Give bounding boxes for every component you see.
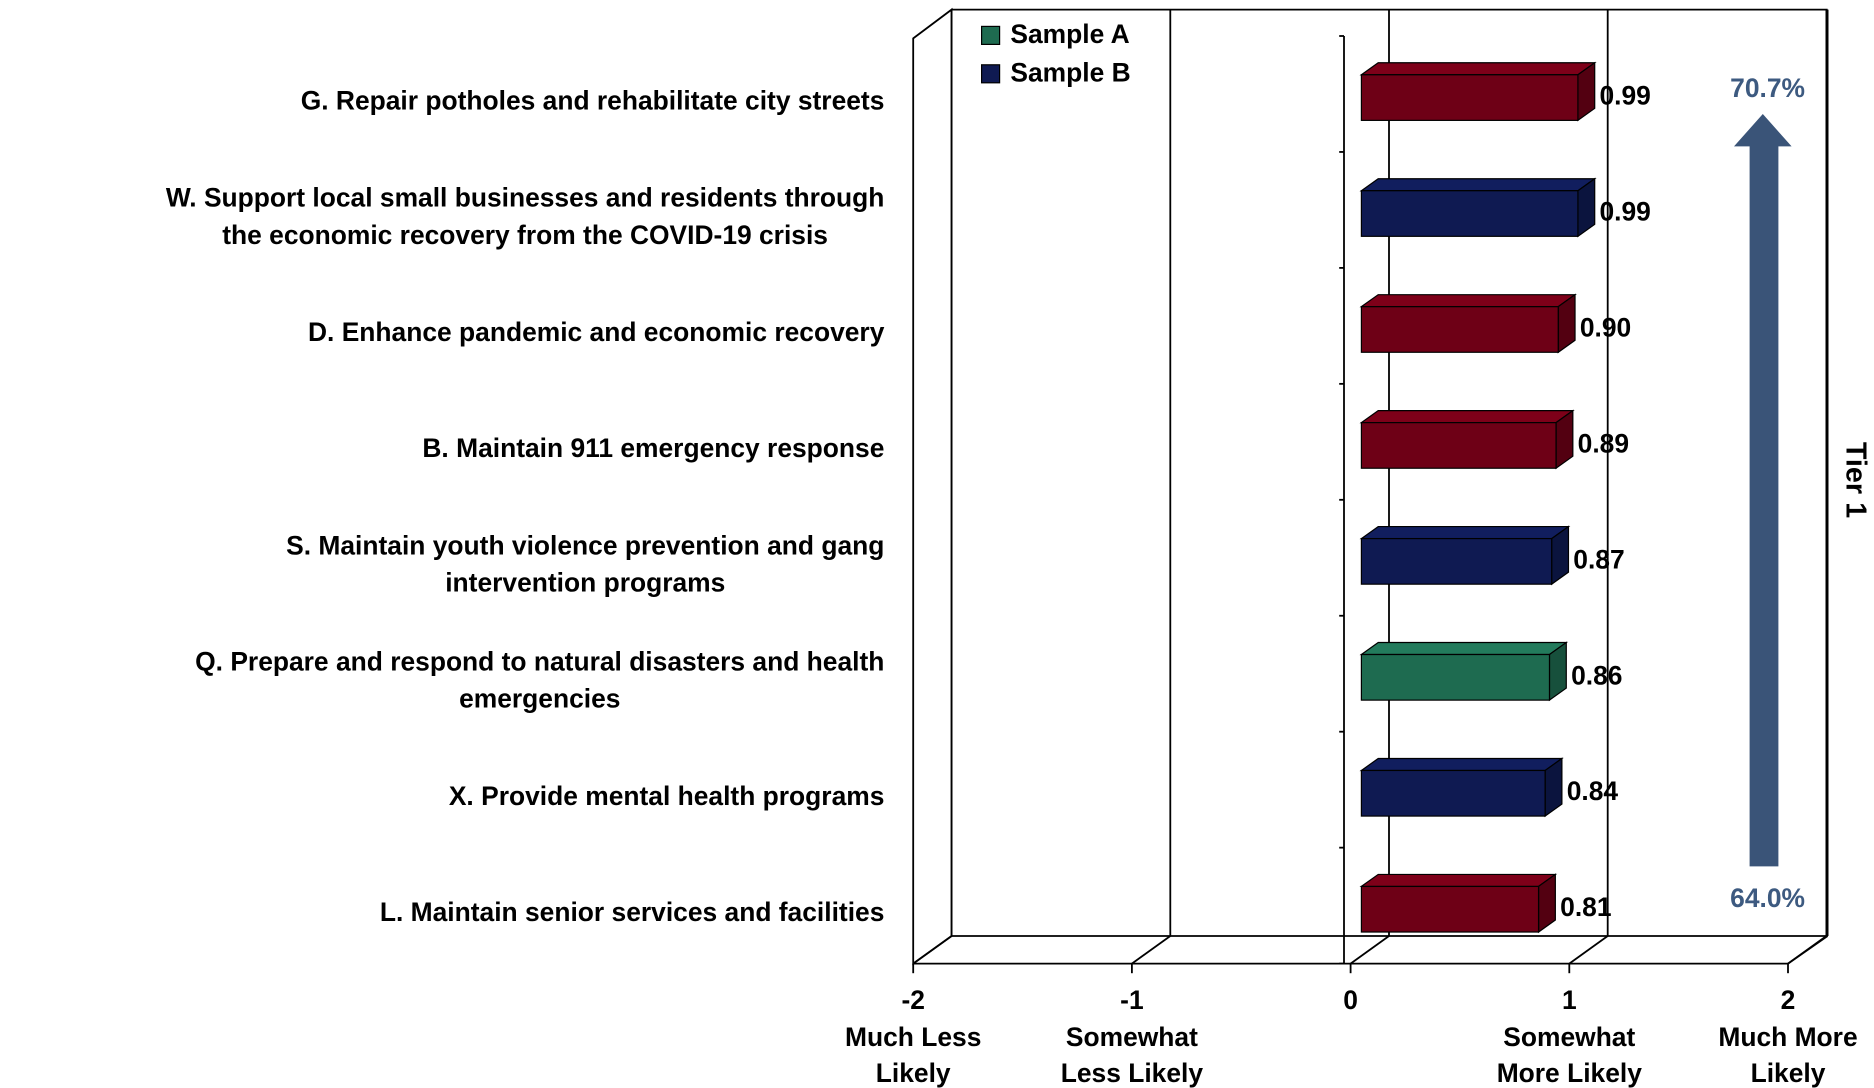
bar-front xyxy=(1360,190,1579,237)
x-tick-caption: Less Likely xyxy=(1061,1058,1204,1088)
bar-top xyxy=(1359,294,1577,308)
category-label: D. Enhance pandemic and economic recover… xyxy=(308,317,885,347)
bar xyxy=(1359,409,1575,470)
category-label: emergencies xyxy=(459,684,620,714)
x-tick-label: 0 xyxy=(1343,985,1358,1015)
category-label: the economic recovery from the COVID-19 … xyxy=(222,220,828,250)
x-tick-caption: Somewhat xyxy=(1503,1022,1635,1052)
bar-front xyxy=(1360,769,1546,817)
value-label: 0.90 xyxy=(1580,312,1631,342)
tier-label: Tier 1 xyxy=(1839,442,1871,518)
floor-tick xyxy=(912,935,953,965)
bar-front xyxy=(1360,74,1579,121)
x-tick-caption: Likely xyxy=(1751,1058,1826,1088)
category-label: Q. Prepare and respond to natural disast… xyxy=(195,646,884,676)
legend-label: Sample A xyxy=(1010,19,1129,49)
bar-top xyxy=(1359,178,1597,192)
plot: 70.7% 64.0% Tier 1 -2 Much Less Likely -1 So… xyxy=(166,7,1871,1088)
category-label: X. Provide mental health programs xyxy=(449,781,885,811)
annotation-bottom: 64.0% xyxy=(1730,883,1805,913)
bar xyxy=(1359,293,1577,354)
bar-top xyxy=(1359,410,1575,424)
value-label: 0.87 xyxy=(1573,544,1624,574)
category-label: S. Maintain youth violence prevention an… xyxy=(286,531,884,561)
category-label: L. Maintain senior services and faciliti… xyxy=(380,897,885,927)
category-label: G. Repair potholes and rehabilitate city… xyxy=(301,85,885,115)
floor-tick xyxy=(1350,935,1390,965)
left-wall xyxy=(912,7,953,966)
x-tick-label: 2 xyxy=(1781,985,1796,1015)
value-label: 0.84 xyxy=(1567,776,1619,806)
bar xyxy=(1359,757,1564,818)
bar xyxy=(1359,177,1597,238)
category-label: intervention programs xyxy=(445,568,725,598)
value-label: 0.86 xyxy=(1571,660,1622,690)
x-tick-label: -1 xyxy=(1120,985,1143,1015)
bar-top xyxy=(1359,641,1569,656)
x-tick-caption: Somewhat xyxy=(1066,1022,1198,1052)
x-tick-label: 1 xyxy=(1562,985,1577,1015)
bar-top xyxy=(1359,525,1571,540)
bar xyxy=(1359,641,1569,702)
bar-front xyxy=(1360,306,1559,353)
x-tick-caption: Much Less xyxy=(845,1022,981,1052)
x-tick-label: -2 xyxy=(901,985,924,1015)
bar xyxy=(1359,525,1571,586)
legend-swatch xyxy=(981,64,1001,84)
bar-front xyxy=(1360,422,1557,469)
x-tick-caption: Much More xyxy=(1718,1022,1857,1052)
bar-front xyxy=(1360,885,1540,933)
legend-swatch xyxy=(981,25,1001,46)
value-label: 0.89 xyxy=(1578,428,1629,458)
bar xyxy=(1359,873,1558,934)
bar-top xyxy=(1359,873,1558,888)
value-label: 0.99 xyxy=(1600,196,1651,226)
x-tick-caption: More Likely xyxy=(1497,1058,1643,1088)
annotation-top: 70.7% xyxy=(1730,73,1805,103)
tier-arrow xyxy=(1734,114,1792,867)
bar-top xyxy=(1359,62,1597,76)
legend-label: Sample B xyxy=(1010,57,1130,87)
bar-front xyxy=(1360,653,1551,701)
floor-tick xyxy=(1131,935,1171,965)
value-label: 0.81 xyxy=(1560,892,1611,922)
bar-top xyxy=(1359,757,1564,772)
category-label: W. Support local small businesses and re… xyxy=(166,183,885,213)
floor-tick xyxy=(1568,935,1609,965)
bar-front xyxy=(1360,537,1553,585)
category-label: B. Maintain 911 emergency response xyxy=(422,433,884,463)
bar xyxy=(1359,61,1597,122)
value-label: 0.99 xyxy=(1600,81,1651,111)
x-tick-caption: Likely xyxy=(876,1058,951,1088)
floor-tick xyxy=(1787,935,1827,965)
